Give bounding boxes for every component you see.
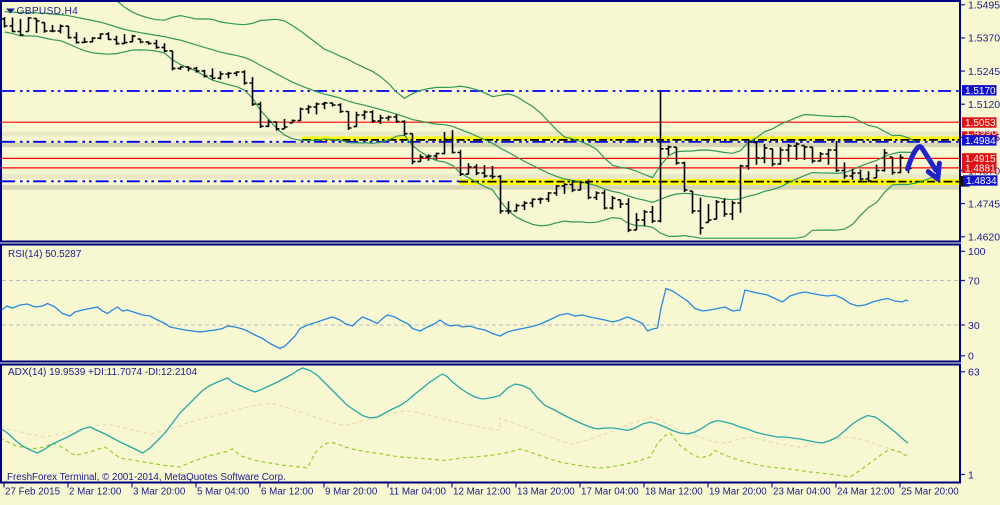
svg-text:1.4620: 1.4620 <box>968 232 1000 244</box>
svg-text:100: 100 <box>968 246 986 258</box>
svg-text:1.4881: 1.4881 <box>965 163 996 174</box>
svg-text:9 Mar 20:00: 9 Mar 20:00 <box>325 487 378 498</box>
svg-text:30: 30 <box>968 320 980 332</box>
svg-text:1.4745: 1.4745 <box>968 198 1000 210</box>
svg-text:1.4834: 1.4834 <box>966 176 997 187</box>
svg-text:2 Mar 12:00: 2 Mar 12:00 <box>69 487 122 498</box>
svg-text:11 Mar 04:00: 11 Mar 04:00 <box>389 487 447 498</box>
svg-text:18 Mar 12:00: 18 Mar 12:00 <box>645 487 703 498</box>
svg-text:12 Mar 12:00: 12 Mar 12:00 <box>453 487 511 498</box>
svg-text:ADX(14) 19.9539 +DI:11.7074 -D: ADX(14) 19.9539 +DI:11.7074 -DI:12.2104 <box>8 367 198 378</box>
svg-text:6 Mar 12:00: 6 Mar 12:00 <box>261 487 314 498</box>
svg-text:1.5495: 1.5495 <box>968 0 1000 12</box>
svg-text:23 Mar 04:00: 23 Mar 04:00 <box>773 487 831 498</box>
svg-text:1: 1 <box>968 469 974 481</box>
svg-text:63: 63 <box>968 367 980 379</box>
svg-text:1.4984: 1.4984 <box>965 136 996 147</box>
svg-text:1.5245: 1.5245 <box>968 66 1000 78</box>
svg-text:1.4990: 1.4990 <box>965 126 997 138</box>
svg-text:1.5370: 1.5370 <box>968 33 1000 45</box>
svg-text:1.4915: 1.4915 <box>965 154 996 165</box>
svg-text:70: 70 <box>968 275 980 287</box>
svg-text:13 Mar 20:00: 13 Mar 20:00 <box>517 487 575 498</box>
svg-text:1.5053: 1.5053 <box>965 118 996 129</box>
svg-text:24 Mar 12:00: 24 Mar 12:00 <box>837 487 895 498</box>
svg-text:17 Mar 04:00: 17 Mar 04:00 <box>581 487 639 498</box>
svg-text:RSI(14) 50.5287: RSI(14) 50.5287 <box>8 249 82 260</box>
svg-text:27 Feb 2015: 27 Feb 2015 <box>5 487 61 498</box>
svg-text:1.5170: 1.5170 <box>965 86 996 97</box>
svg-text:1.5120: 1.5120 <box>968 99 1000 111</box>
svg-text:25 Mar 20:00: 25 Mar 20:00 <box>901 487 959 498</box>
svg-text:GBPUSD,H4: GBPUSD,H4 <box>17 6 79 17</box>
svg-text:FreshForex Terminal, © 2001-20: FreshForex Terminal, © 2001-2014, MetaQu… <box>7 472 286 483</box>
svg-text:5 Mar 04:00: 5 Mar 04:00 <box>197 487 250 498</box>
svg-text:0: 0 <box>968 351 974 363</box>
svg-text:19 Mar 20:00: 19 Mar 20:00 <box>709 487 767 498</box>
svg-text:3 Mar 20:00: 3 Mar 20:00 <box>133 487 186 498</box>
